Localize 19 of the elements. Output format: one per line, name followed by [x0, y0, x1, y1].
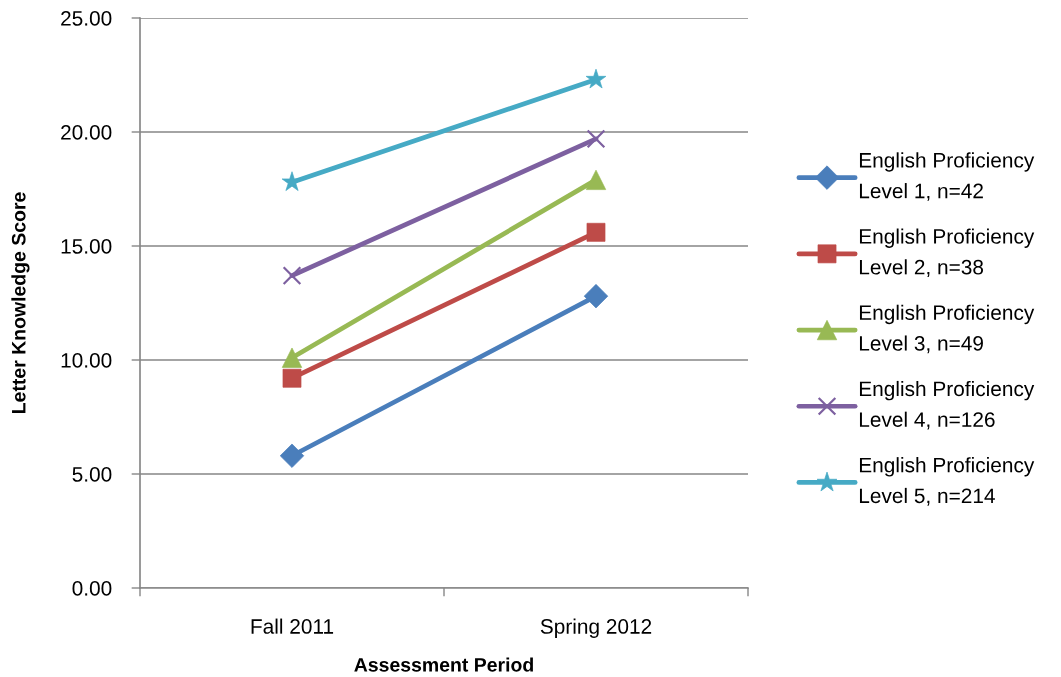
- y-tick-label: 10.00: [61, 353, 112, 368]
- x-tick-label: Fall 2011: [251, 618, 334, 634]
- y-tick-label: 25.00: [61, 11, 112, 26]
- legend-label: English Proficiency Level 2, n=38: [859, 228, 1035, 278]
- y-tick-label: 15.00: [61, 239, 112, 254]
- y-tick-label: 20.00: [61, 125, 112, 140]
- point: [282, 266, 302, 286]
- legend-label: English Proficiency Level 4, n=126: [859, 380, 1035, 430]
- x-axis-title: Assessment Period: [354, 657, 533, 672]
- legend-label: English Proficiency Level 5, n=214: [859, 457, 1035, 506]
- point: [586, 129, 606, 149]
- x-tick-label: Spring 2012: [540, 618, 652, 638]
- point: [585, 169, 607, 190]
- legend-label: English Proficiency Level 3, n=49: [859, 304, 1035, 354]
- y-tick-label: 5.00: [72, 467, 112, 482]
- legend-label: English Proficiency Level 1, n=42: [859, 152, 1035, 201]
- y-axis-title: Letter Knowledge Score: [11, 192, 30, 413]
- y-tick-label: 0.00: [72, 581, 112, 596]
- point: [586, 222, 606, 242]
